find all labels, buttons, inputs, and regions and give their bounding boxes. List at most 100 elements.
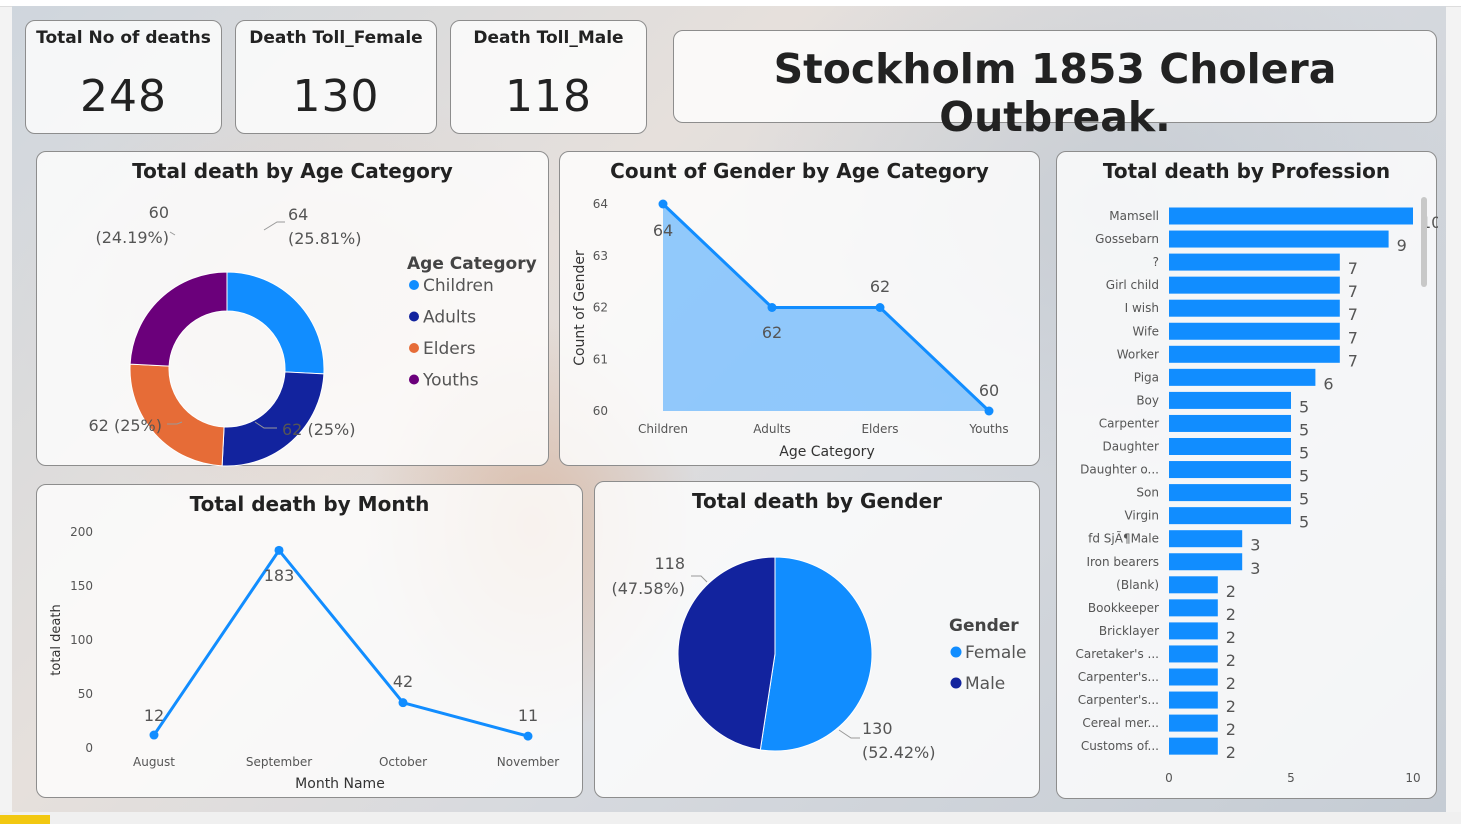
pie-slice-male [677,556,776,751]
age-category-donut-chart[interactable]: 64 (25.81%) 62 (25%) 62 (25%) 60 (24.19%) Age … [37,152,550,467]
category-label: Daughter o... [1080,463,1159,477]
y-tick-label: 50 [78,687,93,701]
bar [1169,414,1291,432]
data-label: 2 [1226,651,1236,670]
chart-title: Total death by Profession [1102,159,1391,183]
legend-marker-adults [409,311,419,322]
kpi-label: Death Toll_Female [249,28,423,48]
bar [1169,322,1340,340]
data-label: 60 [149,203,169,222]
gender-pie-chart[interactable]: 130 (52.42%) 118 (47.58%) Gender Female Male [595,482,1041,799]
data-point [274,545,284,555]
leader-line [838,729,860,739]
data-label: 183 [264,566,295,585]
bar [1169,438,1291,455]
data-label: 7 [1348,351,1358,370]
category-label: Bricklayer [1099,624,1159,638]
data-label: 118 [654,554,685,573]
legend-item-female: Female [965,643,1026,663]
bar [1169,507,1291,525]
leader-line [169,231,176,236]
data-label: (52.42%) [862,743,936,762]
kpi-card-total-deaths[interactable]: Total No of deaths 248 [25,20,222,134]
data-label: 62 (25%) [282,420,356,439]
profession-bar-chart[interactable]: Mamsell 10 Gossebarn 9? 7 Girl child 7 I wish 7 W… [1057,152,1438,800]
bar [1169,345,1340,363]
y-tick-label: 61 [593,352,608,366]
legend-item-youths: Youths [422,371,479,391]
kpi-value: 118 [505,71,592,122]
gender-by-age-area-chart[interactable]: 60 61 62 63 64 64 62 62 60 Children Adults Elders Yo… [560,152,1041,467]
bar [1169,484,1291,502]
data-label: 5 [1299,444,1309,463]
data-label: 3 [1250,559,1260,578]
x-tick-label: 10 [1405,771,1420,785]
series-line [152,547,529,738]
leader-line [254,421,277,429]
data-label: 2 [1226,697,1236,716]
data-label: 7 [1348,259,1358,278]
category-label: Mamsell [1109,209,1159,223]
month-line-card[interactable]: Total death by Month 0 50 100 150 200 12 183 42… [36,484,583,798]
x-tick-label: Elders [861,422,898,436]
y-tick-label: 200 [70,525,93,539]
data-label: 64 [288,205,308,224]
chart-title: Total death by Gender [691,489,943,513]
bar [1169,737,1218,755]
donut-slice-adults [221,371,325,467]
y-axis-label: Count of Gender [572,250,588,366]
data-label: 2 [1226,720,1236,739]
bar [1169,714,1218,732]
data-label: 7 [1348,305,1358,324]
series-line [661,202,991,413]
data-label: 62 (25%) [89,416,163,435]
category-label: Wife [1132,324,1159,338]
category-label: Cereal mer... [1082,716,1159,730]
data-label: 5 [1299,467,1309,486]
legend-marker-male [950,677,962,689]
bar [1169,253,1340,271]
data-label: 12 [144,706,164,725]
age-category-donut-card[interactable]: Total death by Age Category 64 (25.81%) 62… [36,151,550,467]
data-point [984,406,994,416]
category-label: Son [1136,486,1159,500]
category-label: Girl child [1106,278,1159,292]
bar [1169,530,1243,548]
x-tick-label: August [133,755,175,769]
kpi-value: 248 [80,71,167,122]
data-label: 9 [1397,236,1407,255]
category-label: Iron bearers [1086,555,1159,569]
data-point [523,731,533,741]
kpi-card-female-deaths[interactable]: Death Toll_Female 130 [235,20,437,134]
category-label: Customs of... [1081,739,1159,753]
category-label: Carpenter [1099,416,1159,430]
legend-title: Age Category [407,254,537,274]
data-label: 2 [1226,628,1236,647]
data-label: 2 [1226,743,1236,762]
data-label: 2 [1226,605,1236,624]
data-label: 2 [1226,674,1236,693]
profession-scrollbar[interactable] [1421,197,1427,287]
y-axis-label: total death [49,604,64,675]
x-tick-label: 0 [1165,771,1173,785]
gender-by-age-card[interactable]: Count of Gender by Age Category 60 61 62 63… [559,151,1040,466]
category-label: Caretaker's ... [1076,647,1160,661]
x-axis-label: Age Category [779,444,874,460]
data-point [658,199,668,209]
gender-pie-card[interactable]: Total death by Gender 130 (52.42%) 118 (47.… [594,481,1040,798]
bar [1169,599,1218,617]
active-page-tab[interactable] [0,815,50,824]
category-label: Bookkeeper [1088,601,1159,615]
bar [1169,368,1316,386]
x-tick-label: 5 [1287,771,1295,785]
profession-bar-card[interactable]: Total death by Profession Mamsell 10 Gosse… [1056,151,1438,800]
month-line-chart[interactable]: 0 50 100 150 200 12 183 42 11 August September Octo… [37,485,584,799]
kpi-card-male-deaths[interactable]: Death Toll_Male 118 [450,20,647,134]
data-label: 6 [1323,374,1333,393]
legend-item-children: Children [423,276,494,296]
y-tick-label: 150 [70,579,93,593]
data-label: 11 [518,706,538,725]
data-label: 2 [1226,582,1236,601]
x-tick-label: October [379,755,427,769]
donut-slice-children [226,271,325,375]
